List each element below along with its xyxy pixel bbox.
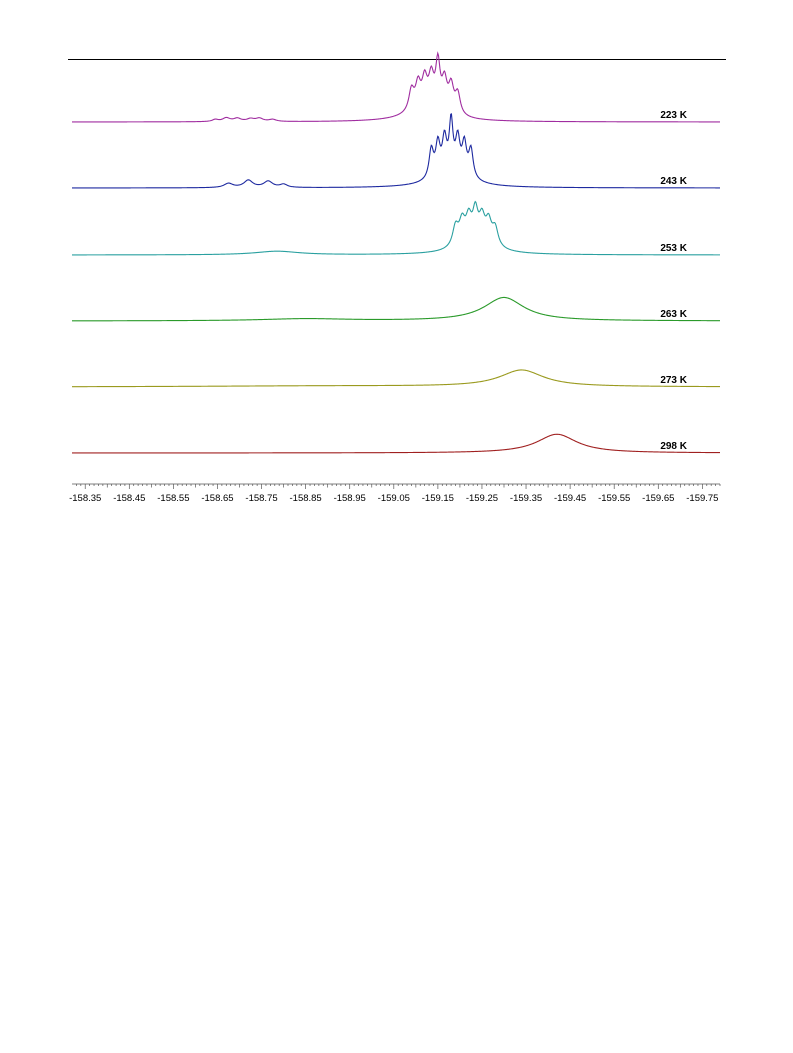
x-tick-label: -159.45 xyxy=(554,493,586,504)
x-tick-label: -158.35 xyxy=(69,493,101,504)
x-tick-label: -158.45 xyxy=(113,493,145,504)
series-label-273-k: 273 K xyxy=(660,375,687,386)
spectrum-line-223-k xyxy=(72,51,720,123)
series-layer xyxy=(71,51,721,454)
series-label-298-k: 298 K xyxy=(660,441,687,452)
x-tick-label: -159.75 xyxy=(686,493,718,504)
x-tick-label: -158.65 xyxy=(201,493,233,504)
spectrum-line-253-k xyxy=(72,200,720,256)
page-top-rule xyxy=(68,59,726,60)
x-tick-label: -159.25 xyxy=(466,493,498,504)
spectrum-line-298-k xyxy=(72,433,721,454)
series-label-223-k: 223 K xyxy=(660,110,687,121)
x-axis: -158.35 -158.45 -158.55 -158.65 -158.75 -158.… xyxy=(69,483,721,504)
series-label-253-k: 253 K xyxy=(660,243,687,254)
x-tick-label: -159.35 xyxy=(510,493,542,504)
spectrum-line-243-k xyxy=(72,113,720,189)
x-tick-label: -158.55 xyxy=(157,493,189,504)
x-tick-label: -158.95 xyxy=(334,493,366,504)
series-label-layer: 223 K 243 K 253 K 263 K 273 K 298 K xyxy=(660,110,687,452)
spectrum-line-273-k xyxy=(71,369,720,388)
spectrum-line-263-k xyxy=(71,296,721,322)
x-tick-label: -158.75 xyxy=(245,493,277,504)
x-tick-label: -158.85 xyxy=(290,493,322,504)
series-label-263-k: 263 K xyxy=(660,309,687,320)
x-tick-label: -159.15 xyxy=(422,493,454,504)
series-label-243-k: 243 K xyxy=(660,176,687,187)
x-tick-label: -159.55 xyxy=(598,493,630,504)
x-tick-label: -159.05 xyxy=(378,493,410,504)
x-tick-label: -159.65 xyxy=(642,493,674,504)
